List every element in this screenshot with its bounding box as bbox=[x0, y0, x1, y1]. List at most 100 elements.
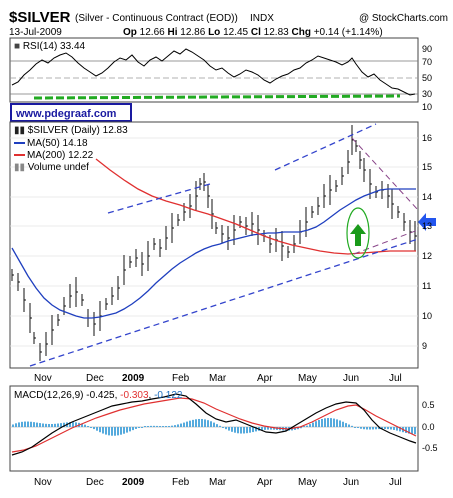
macd-hist-bar bbox=[132, 427, 134, 431]
macd-hist-bar bbox=[324, 418, 326, 427]
macd-hist-bar bbox=[165, 426, 167, 427]
x-tick-label: Mar bbox=[209, 477, 227, 488]
x-tick-label: Apr bbox=[257, 373, 273, 384]
macd-hist-bar bbox=[63, 422, 65, 427]
macd-hist-bar bbox=[144, 426, 146, 427]
macd-ticks: 0.5 0.0 -0.5 bbox=[422, 400, 438, 453]
macd-hist-bar bbox=[366, 427, 368, 430]
rsi-tick-label: 50 bbox=[422, 73, 432, 83]
macd-hist-bar bbox=[372, 427, 374, 430]
macd-hist-bar bbox=[228, 427, 230, 431]
macd-hist-bar bbox=[303, 426, 305, 427]
macd-hist-bar bbox=[198, 418, 200, 427]
macd-hist-bar bbox=[72, 422, 74, 427]
macd-hist-bar bbox=[87, 426, 89, 427]
macd-hist-bar bbox=[99, 427, 101, 433]
price-legend: ▮▮ $SILVER (Daily) 12.83 MA(50) 14.18 MA… bbox=[14, 125, 128, 173]
macd-hist-bar bbox=[207, 420, 209, 427]
macd-hist-bar bbox=[243, 427, 245, 434]
macd-hist-bar bbox=[138, 427, 140, 428]
legend-volume: ▮▮ Volume undef bbox=[14, 162, 89, 173]
price-tick-label: 11 bbox=[422, 281, 431, 291]
macd-hist-bar bbox=[390, 427, 392, 430]
macd-hist-bar bbox=[345, 423, 347, 427]
macd-hist-bar bbox=[159, 426, 161, 427]
website-label[interactable]: www.pdegraaf.com bbox=[10, 103, 132, 122]
macd-hist-bar bbox=[375, 427, 377, 430]
macd-hist-bar bbox=[129, 427, 131, 432]
macd-hist-bar bbox=[192, 419, 194, 427]
macd-hist-bar bbox=[36, 422, 38, 427]
macd-hist-bar bbox=[111, 427, 113, 436]
macd-hist-bar bbox=[240, 427, 242, 434]
x-tick-label: Jun bbox=[343, 373, 359, 384]
price-tick-label: 16 bbox=[422, 133, 432, 143]
symbol-description: (Silver - Continuous Contract (EOD)) bbox=[75, 13, 238, 24]
exchange-label: INDX bbox=[250, 13, 274, 24]
macd-hist-bar bbox=[363, 427, 365, 430]
macd-hist-bar bbox=[213, 422, 215, 427]
macd-hist-bar bbox=[411, 427, 413, 435]
macd-hist-bar bbox=[48, 423, 50, 427]
rsi-ticks: 90 70 50 30 10 bbox=[422, 44, 432, 112]
macd-hist-bar bbox=[102, 427, 104, 434]
rsi-tick-label: 10 bbox=[422, 102, 432, 112]
macd-hist-bar bbox=[354, 427, 356, 428]
macd-hist-bar bbox=[114, 427, 116, 436]
macd-hist-bar bbox=[405, 427, 407, 433]
website-text: www.pdegraaf.com bbox=[15, 108, 117, 120]
rsi-panel: 90 70 50 30 10 ■ RSI(14) 33.44 bbox=[9, 37, 432, 112]
date-label: 13-Jul-2009 bbox=[9, 27, 62, 38]
legend-ma200: MA(200) 12.22 bbox=[27, 150, 94, 161]
macd-hist-bar bbox=[57, 423, 59, 427]
macd-hist-bar bbox=[174, 425, 176, 427]
x-tick-label: 2009 bbox=[122, 373, 145, 384]
macd-hist-bar bbox=[261, 427, 263, 431]
macd-hist-bar bbox=[153, 425, 155, 427]
macd-hist-bar bbox=[186, 421, 188, 427]
macd-hist-bar bbox=[219, 425, 221, 427]
macd-hist-bar bbox=[357, 427, 359, 428]
macd-hist-bar bbox=[234, 427, 236, 433]
macd-hist-bar bbox=[21, 421, 23, 427]
price-tick-label: 14 bbox=[422, 192, 432, 202]
macd-tick-label: 0.5 bbox=[422, 400, 435, 410]
macd-hist-bar bbox=[84, 424, 86, 427]
macd-hist-bar bbox=[414, 427, 416, 435]
rsi-tick-label: 90 bbox=[422, 44, 432, 54]
price-tick-label: 13 bbox=[422, 221, 432, 231]
macd-hist-bar bbox=[210, 421, 212, 427]
macd-hist-bar bbox=[318, 419, 320, 427]
price-grid bbox=[10, 137, 418, 347]
channel-upper-left bbox=[107, 183, 211, 214]
macd-hist-bar bbox=[15, 423, 17, 427]
x-tick-label: Nov bbox=[34, 477, 52, 488]
macd-hist-bar bbox=[264, 427, 266, 430]
macd-hist-bar bbox=[156, 425, 158, 427]
rsi-green-dashes bbox=[33, 94, 401, 100]
macd-hist-bar bbox=[69, 422, 71, 427]
macd-hist-bar bbox=[315, 421, 317, 427]
x-axis-bottom: Nov Dec 2009 Feb Mar Apr May Jun Jul bbox=[34, 477, 402, 488]
macd-hist-bar bbox=[123, 427, 125, 434]
symbol-title: $SILVER bbox=[9, 9, 71, 26]
macd-hist-bar bbox=[246, 427, 248, 434]
macd-hist-bar bbox=[147, 426, 149, 427]
macd-hist-bar bbox=[381, 427, 383, 429]
x-tick-label: Jul bbox=[389, 477, 402, 488]
price-candles bbox=[11, 125, 417, 361]
macd-panel: 0.5 0.0 -0.5 MACD(12,26,9) -0.425, -0.30… bbox=[9, 385, 438, 472]
legend-main: ▮▮ $SILVER (Daily) 12.83 bbox=[14, 125, 128, 136]
macd-hist-bar bbox=[108, 427, 110, 436]
x-tick-label: Jun bbox=[343, 477, 359, 488]
macd-hist-bar bbox=[24, 421, 26, 427]
wedge-lower bbox=[353, 229, 419, 255]
channel-upper-right bbox=[274, 123, 377, 171]
macd-hist-bar bbox=[369, 427, 371, 430]
macd-hist-bar bbox=[189, 420, 191, 427]
macd-hist-bar bbox=[306, 425, 308, 427]
macd-hist-bar bbox=[396, 427, 398, 431]
macd-hist-bar bbox=[252, 427, 254, 433]
macd-hist-bar bbox=[255, 427, 257, 432]
macd-hist-bar bbox=[162, 426, 164, 427]
